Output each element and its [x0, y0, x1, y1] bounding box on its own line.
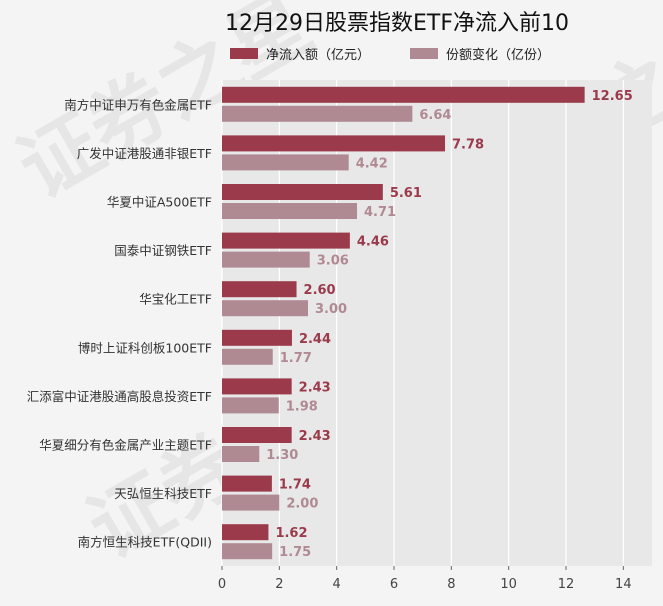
legend-swatch-net-inflow — [230, 48, 258, 59]
legend: 净流入额（亿元） 份额变化（亿份） — [230, 47, 550, 63]
x-tick-label: 4 — [333, 577, 341, 592]
category-label: 天弘恒生科技ETF — [114, 486, 212, 501]
category-label: 广发中证港股通非银ETF — [77, 146, 212, 161]
bar-share-change — [222, 203, 358, 219]
category-label: 南方中证申万有色金属ETF — [64, 97, 212, 112]
value-label-share-change: 1.77 — [280, 351, 312, 366]
bar-share-change — [222, 543, 273, 560]
value-label-net-inflow: 12.65 — [592, 89, 633, 104]
legend-swatch-share-change — [410, 48, 438, 59]
value-label-net-inflow: 7.78 — [452, 137, 484, 152]
category-label: 南方恒生科技ETF(QDII) — [78, 535, 212, 550]
bar-net-inflow — [222, 475, 272, 492]
plot-area — [222, 80, 652, 566]
bar-share-change — [222, 494, 280, 511]
bar-net-inflow — [222, 135, 446, 152]
value-label-net-inflow: 1.74 — [279, 478, 311, 493]
bar-net-inflow — [222, 184, 383, 200]
bar-share-change — [222, 348, 273, 365]
bar-share-change — [222, 300, 308, 317]
value-label-net-inflow: 2.60 — [304, 283, 336, 298]
value-label-net-inflow: 2.43 — [299, 380, 331, 395]
bar-net-inflow — [222, 378, 292, 395]
category-label: 华宝化工ETF — [139, 292, 212, 307]
value-label-net-inflow: 1.62 — [275, 526, 307, 541]
category-label: 国泰中证钢铁ETF — [114, 243, 212, 258]
bar-share-change — [222, 446, 260, 462]
x-tick-label: 2 — [275, 577, 283, 592]
bar-share-change — [222, 154, 349, 171]
value-label-share-change: 4.42 — [356, 156, 388, 171]
bar-net-inflow — [222, 281, 297, 298]
value-label-share-change: 1.30 — [266, 448, 298, 463]
bar-net-inflow — [222, 329, 292, 346]
category-labels: 南方中证申万有色金属ETF 广发中证港股通非银ETF 华夏中证A500ETF 国泰中证… — [27, 97, 212, 549]
data-labels: 12.65 6.647.78 4.425.61 4.71 4.46 3.06 2.60 3.0… — [266, 89, 632, 560]
x-tick-label: 6 — [390, 577, 398, 592]
value-label-share-change: 2.00 — [286, 497, 318, 512]
x-tick-label: 12 — [558, 577, 575, 592]
x-tick-label: 14 — [615, 577, 632, 592]
bar-net-inflow — [222, 427, 292, 443]
legend-label-net-inflow: 净流入额（亿元） — [266, 48, 370, 63]
bar-net-inflow — [222, 524, 269, 541]
bar-net-inflow — [222, 232, 350, 249]
x-tick-label: 8 — [447, 577, 455, 592]
value-label-share-change: 3.00 — [315, 302, 347, 317]
x-tick-label: 10 — [500, 577, 517, 592]
value-label-share-change: 6.64 — [419, 108, 451, 123]
value-label-share-change: 3.06 — [317, 254, 349, 269]
category-label: 华夏细分有色金属产业主题ETF — [39, 438, 212, 453]
bars — [222, 86, 585, 560]
legend-label-share-change: 份额变化（亿份） — [446, 47, 550, 63]
value-label-net-inflow: 4.46 — [357, 235, 389, 250]
value-label-net-inflow: 5.61 — [390, 186, 422, 201]
bar-share-change — [222, 105, 413, 122]
category-label: 华夏中证A500ETF — [107, 195, 212, 210]
value-label-net-inflow: 2.44 — [299, 332, 331, 347]
bar-share-change — [222, 251, 310, 268]
bar-share-change — [222, 397, 279, 414]
value-label-net-inflow: 2.43 — [299, 429, 331, 444]
category-label: 博时上证科创板100ETF — [78, 340, 212, 355]
x-tick-labels: 0 2 4 6 8 10 12 14 — [218, 566, 632, 592]
value-label-share-change: 1.75 — [279, 545, 311, 560]
category-label: 汇添富中证港股通高股息投资ETF — [27, 389, 212, 404]
value-label-share-change: 4.71 — [364, 205, 396, 220]
value-label-share-change: 1.98 — [286, 399, 318, 414]
chart-title: 12月29日股票指数ETF净流入前10 — [225, 11, 569, 36]
x-tick-label: 0 — [218, 577, 226, 592]
bar-net-inflow — [222, 86, 585, 103]
